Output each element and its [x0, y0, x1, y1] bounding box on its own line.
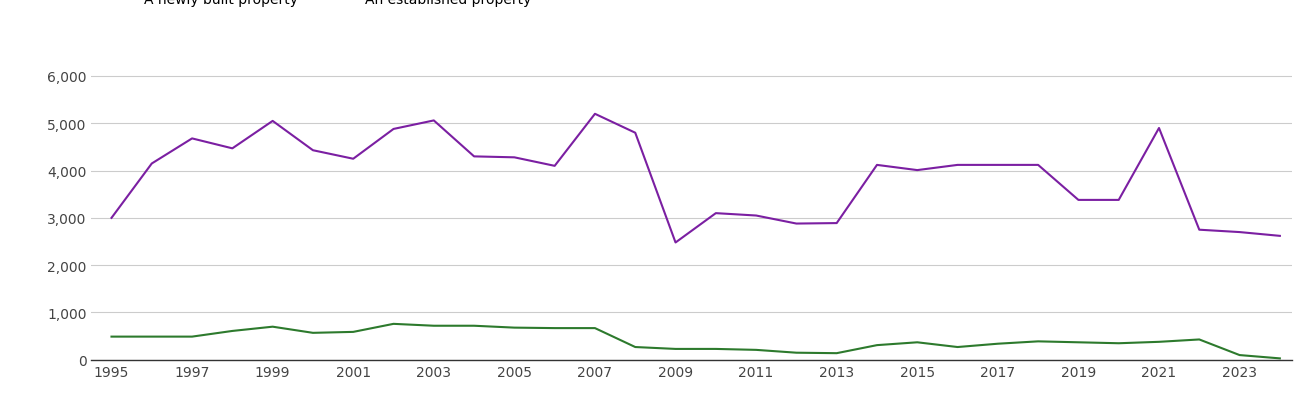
A newly built property: [425, 324, 441, 328]
A newly built property: [910, 340, 925, 345]
A newly built property: [628, 345, 643, 350]
A newly built property: [386, 321, 402, 326]
Line: An established property: An established property: [111, 115, 1280, 243]
A newly built property: [1070, 340, 1086, 345]
A newly built property: [1191, 337, 1207, 342]
A newly built property: [1272, 356, 1288, 361]
A newly built property: [1151, 339, 1167, 344]
An established property: [668, 240, 684, 245]
A newly built property: [709, 346, 724, 351]
A newly built property: [144, 334, 159, 339]
A newly built property: [547, 326, 562, 331]
A newly built property: [587, 326, 603, 331]
An established property: [910, 168, 925, 173]
A newly built property: [1111, 341, 1126, 346]
A newly built property: [265, 324, 281, 329]
An established property: [1191, 228, 1207, 233]
An established property: [829, 221, 844, 226]
An established property: [869, 163, 885, 168]
An established property: [587, 112, 603, 117]
An established property: [425, 119, 441, 124]
An established property: [1031, 163, 1047, 168]
A newly built property: [829, 351, 844, 356]
An established property: [788, 222, 804, 227]
An established property: [547, 164, 562, 169]
A newly built property: [788, 351, 804, 355]
A newly built property: [1031, 339, 1047, 344]
An established property: [990, 163, 1006, 168]
An established property: [709, 211, 724, 216]
An established property: [144, 162, 159, 166]
A newly built property: [990, 342, 1006, 346]
A newly built property: [305, 330, 321, 335]
A newly built property: [506, 326, 522, 330]
An established property: [1232, 230, 1248, 235]
An established property: [1111, 198, 1126, 203]
A newly built property: [184, 334, 200, 339]
An established property: [1151, 126, 1167, 131]
An established property: [184, 137, 200, 142]
An established property: [305, 148, 321, 153]
An established property: [1070, 198, 1086, 203]
A newly built property: [950, 345, 966, 350]
Legend: A newly built property, An established property: A newly built property, An established p…: [98, 0, 531, 7]
An established property: [386, 127, 402, 132]
An established property: [265, 119, 281, 124]
An established property: [506, 155, 522, 160]
A newly built property: [1232, 353, 1248, 357]
A newly built property: [466, 324, 482, 328]
An established property: [103, 216, 119, 221]
An established property: [950, 163, 966, 168]
An established property: [224, 146, 240, 151]
An established property: [628, 131, 643, 136]
A newly built property: [224, 329, 240, 334]
Line: A newly built property: A newly built property: [111, 324, 1280, 359]
A newly built property: [869, 343, 885, 348]
A newly built property: [346, 330, 361, 335]
A newly built property: [748, 348, 763, 353]
An established property: [748, 213, 763, 218]
A newly built property: [668, 346, 684, 351]
An established property: [346, 157, 361, 162]
An established property: [1272, 234, 1288, 239]
A newly built property: [103, 334, 119, 339]
An established property: [466, 155, 482, 160]
